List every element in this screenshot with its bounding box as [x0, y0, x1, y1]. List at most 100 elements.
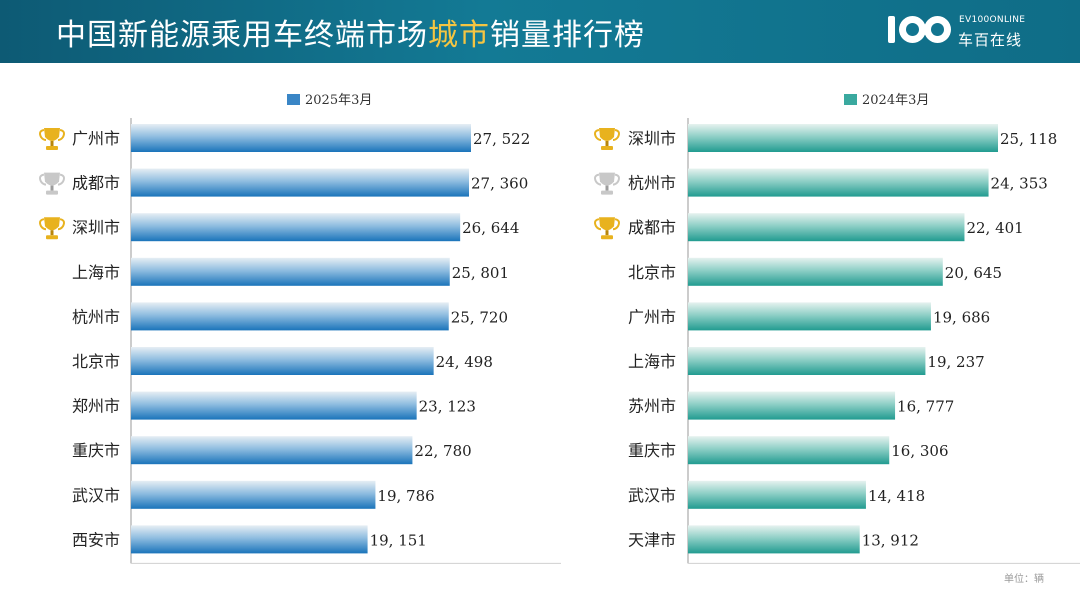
bar	[131, 347, 434, 375]
bar	[688, 168, 989, 197]
category-label: 武汉市	[72, 486, 120, 505]
trophy-handle	[39, 129, 47, 141]
trophy-icon	[39, 172, 65, 195]
category-label: 成都市	[72, 174, 120, 193]
title-part1: 中国新能源乘用车终端市场	[56, 18, 428, 53]
trophy-stem	[605, 230, 609, 236]
value-label: 22, 401	[966, 219, 1023, 237]
logo-text-cn: 车百在线	[958, 31, 1023, 49]
legend-swatch	[844, 94, 857, 105]
category-label: 苏州市	[628, 397, 676, 416]
category-label: 重庆市	[628, 441, 676, 460]
trophy-handle	[594, 173, 602, 186]
trophy-handle	[57, 218, 65, 231]
trophy-base	[46, 146, 58, 150]
value-label: 16, 777	[897, 398, 954, 416]
category-label: 深圳市	[628, 129, 676, 148]
category-label: 北京市	[628, 263, 676, 282]
trophy-icon	[594, 128, 620, 150]
bar	[688, 124, 998, 152]
legend-label: 2025年3月	[305, 93, 372, 108]
value-label: 13, 912	[862, 531, 919, 549]
trophy-cup	[599, 128, 615, 141]
bar	[688, 213, 965, 242]
trophy-base	[46, 235, 58, 240]
trophy-stem	[50, 141, 54, 146]
value-label: 19, 237	[927, 353, 984, 371]
trophy-cup	[44, 172, 60, 186]
trophy-icon	[39, 217, 65, 240]
bar	[131, 480, 376, 509]
value-label: 19, 151	[370, 531, 427, 549]
trophy-cup	[599, 172, 615, 186]
brand-logo: EV100ONLINE 车百在线	[884, 14, 1064, 54]
trophy-handle	[594, 129, 602, 141]
bar	[688, 347, 926, 375]
value-label: 26, 644	[462, 219, 519, 237]
trophy-stem	[50, 185, 54, 191]
trophy-base	[601, 190, 613, 195]
category-label: 广州市	[628, 307, 676, 326]
title-part2: 销量排行榜	[490, 18, 645, 53]
logo-text-en: EV100ONLINE	[959, 15, 1026, 25]
trophy-cup	[44, 217, 60, 231]
category-label: 上海市	[628, 352, 676, 371]
trophy-handle	[39, 173, 47, 186]
value-label: 20, 645	[945, 264, 1002, 282]
value-label: 27, 522	[473, 130, 530, 148]
category-label: 杭州市	[628, 174, 676, 193]
category-label: 广州市	[72, 129, 120, 148]
logo-mark-ring	[899, 16, 926, 43]
bar	[688, 391, 896, 420]
bar	[131, 436, 413, 465]
category-label: 杭州市	[72, 307, 120, 326]
value-label: 22, 780	[414, 442, 471, 460]
header-banner: 中国新能源乘用车终端市场城市销量排行榜 EV100ONLINE 车百在线	[0, 0, 1080, 63]
trophy-handle	[594, 218, 602, 231]
bar	[688, 257, 943, 286]
legend-swatch	[287, 94, 300, 105]
logo-mark-ring	[924, 16, 951, 43]
trophy-handle	[39, 218, 47, 231]
value-label: 14, 418	[868, 487, 925, 505]
trophy-icon	[594, 172, 620, 195]
category-label: 上海市	[72, 263, 120, 282]
bar	[131, 302, 449, 331]
value-label: 27, 360	[471, 175, 528, 193]
category-label: 北京市	[72, 352, 120, 371]
bar	[131, 525, 368, 554]
trophy-stem	[605, 141, 609, 146]
bar	[131, 168, 469, 197]
page-title: 中国新能源乘用车终端市场城市销量排行榜	[56, 10, 645, 54]
value-label: 25, 720	[451, 308, 508, 326]
value-label: 23, 123	[419, 398, 476, 416]
value-label: 19, 786	[377, 487, 434, 505]
value-label: 24, 353	[991, 175, 1048, 193]
bar	[688, 436, 890, 465]
trophy-icon	[594, 217, 620, 240]
trophy-handle	[612, 173, 620, 186]
trophy-handle	[612, 218, 620, 231]
trophy-stem	[50, 230, 54, 236]
bar	[131, 124, 471, 152]
logo-mark-bar	[888, 16, 895, 43]
trophy-cup	[599, 217, 615, 231]
legend-label: 2024年3月	[862, 93, 929, 108]
unit-label: 单位：辆	[1004, 574, 1044, 585]
category-label: 成都市	[628, 218, 676, 237]
category-label: 郑州市	[72, 397, 120, 416]
title-highlight: 城市	[428, 18, 490, 53]
bar	[688, 525, 860, 554]
bar	[131, 257, 450, 286]
value-label: 24, 498	[436, 353, 493, 371]
value-label: 16, 306	[891, 442, 948, 460]
value-label: 25, 801	[452, 264, 509, 282]
bar	[688, 302, 931, 331]
bar	[131, 391, 417, 420]
trophy-icon	[39, 128, 65, 150]
category-label: 深圳市	[72, 218, 120, 237]
category-label: 天津市	[628, 530, 676, 549]
category-label: 西安市	[72, 530, 120, 549]
trophy-base	[601, 235, 613, 240]
